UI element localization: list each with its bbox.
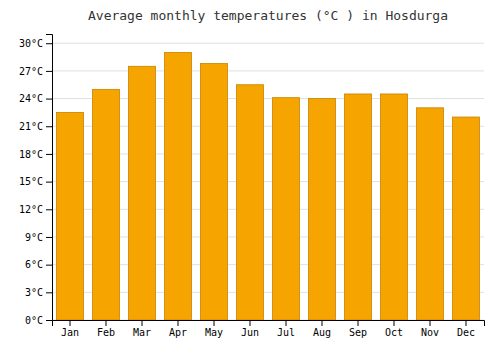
- tick-mark: [394, 320, 395, 326]
- tick-label: 15°C: [19, 176, 43, 187]
- bar: [237, 85, 264, 320]
- tick-label: Feb: [97, 327, 115, 338]
- tick-mark: [46, 265, 52, 266]
- bar: [417, 108, 444, 320]
- tick-mark: [466, 320, 467, 326]
- plot: 0°C 3°C 6°C 9°C 12°C 15°C 18°C 21°C 24°C 27°C 30°C…: [19, 35, 485, 339]
- bar: [165, 52, 192, 320]
- tick: Dec: [457, 320, 475, 338]
- tick: 9°C: [25, 232, 52, 243]
- tick: 3°C: [25, 287, 52, 298]
- tick: Jul: [277, 320, 295, 338]
- tick-mark: [46, 43, 52, 44]
- tick-label: Jan: [61, 327, 79, 338]
- tick-label: Mar: [133, 327, 151, 338]
- tick: May: [205, 320, 223, 338]
- bar: [129, 66, 156, 320]
- tick-mark: [46, 292, 52, 293]
- tick-mark: [70, 320, 71, 326]
- tick-label: 3°C: [25, 287, 43, 298]
- x-axis: Jan Feb Mar Apr May Jun Jul Aug Sep Oct Nov Dec: [53, 320, 485, 338]
- tick-label: 6°C: [25, 259, 43, 270]
- tick-mark: [46, 99, 52, 100]
- tick-label: 24°C: [19, 93, 43, 104]
- tick-mark: [178, 320, 179, 326]
- tick: Mar: [133, 320, 151, 338]
- tick-label: Oct: [385, 327, 403, 338]
- tick-mark: [214, 320, 215, 326]
- tick: 15°C: [19, 176, 52, 187]
- tick: Jan: [61, 320, 79, 338]
- tick-label: 27°C: [19, 66, 43, 77]
- bar: [309, 99, 336, 320]
- tick: 24°C: [19, 93, 52, 104]
- tick-label: Jun: [241, 327, 259, 338]
- grid-line: [52, 70, 484, 71]
- tick-label: 0°C: [25, 315, 43, 326]
- tick: 21°C: [19, 121, 52, 132]
- tick-label: 18°C: [19, 149, 43, 160]
- tick-mark: [46, 182, 52, 183]
- bar: [201, 64, 228, 320]
- tick-mark: [358, 320, 359, 326]
- tick-mark: [46, 154, 52, 155]
- tick: 30°C: [19, 38, 52, 49]
- tick-mark: [106, 320, 107, 326]
- bar: [345, 94, 372, 320]
- tick-label: Apr: [169, 327, 187, 338]
- tick-label: Jul: [277, 327, 295, 338]
- tick: 18°C: [19, 149, 52, 160]
- tick-mark: [250, 320, 251, 326]
- tick: Sep: [349, 320, 367, 338]
- bar: [273, 98, 300, 320]
- bar: [57, 112, 84, 320]
- tick-label: May: [205, 327, 223, 338]
- tick-mark: [142, 320, 143, 326]
- y-axis: 0°C 3°C 6°C 9°C 12°C 15°C 18°C 21°C 24°C 27°C 30°C: [19, 35, 53, 326]
- tick-label: 9°C: [25, 232, 43, 243]
- bar: [381, 94, 408, 320]
- tick-label: Aug: [313, 327, 331, 338]
- tick: 0°C: [25, 315, 52, 326]
- chart: 0°C 3°C 6°C 9°C 12°C 15°C 18°C 21°C 24°C 27°C 30°C…: [0, 0, 500, 350]
- tick-mark: [46, 71, 52, 72]
- tick-mark: [286, 320, 287, 326]
- grid: [52, 43, 484, 320]
- tick-mark: [46, 126, 52, 127]
- tick-label: 21°C: [19, 121, 43, 132]
- tick-label: 12°C: [19, 204, 43, 215]
- tick: 12°C: [19, 204, 52, 215]
- tick: Feb: [97, 320, 115, 338]
- bars: [57, 52, 480, 320]
- tick-label: 30°C: [19, 38, 43, 49]
- bar: [453, 117, 480, 320]
- bar: [93, 89, 120, 320]
- tick-mark: [430, 320, 431, 326]
- tick: Nov: [421, 320, 439, 338]
- grid-line: [52, 43, 484, 44]
- tick: Aug: [313, 320, 331, 338]
- tick: Oct: [385, 320, 403, 338]
- tick: 6°C: [25, 259, 52, 270]
- title: Average monthly temperatures (°C ) in Ho…: [88, 8, 448, 23]
- tick: 27°C: [19, 66, 52, 77]
- tick-mark: [46, 209, 52, 210]
- tick-mark: [46, 237, 52, 238]
- tick: Jun: [241, 320, 259, 338]
- tick-mark: [322, 320, 323, 326]
- axis-line: [53, 321, 485, 327]
- tick-label: Dec: [457, 327, 475, 338]
- tick-mark: [46, 320, 52, 321]
- tick-label: Sep: [349, 327, 367, 338]
- axis-line: [46, 35, 53, 321]
- tick: Apr: [169, 320, 187, 338]
- tick-label: Nov: [421, 327, 439, 338]
